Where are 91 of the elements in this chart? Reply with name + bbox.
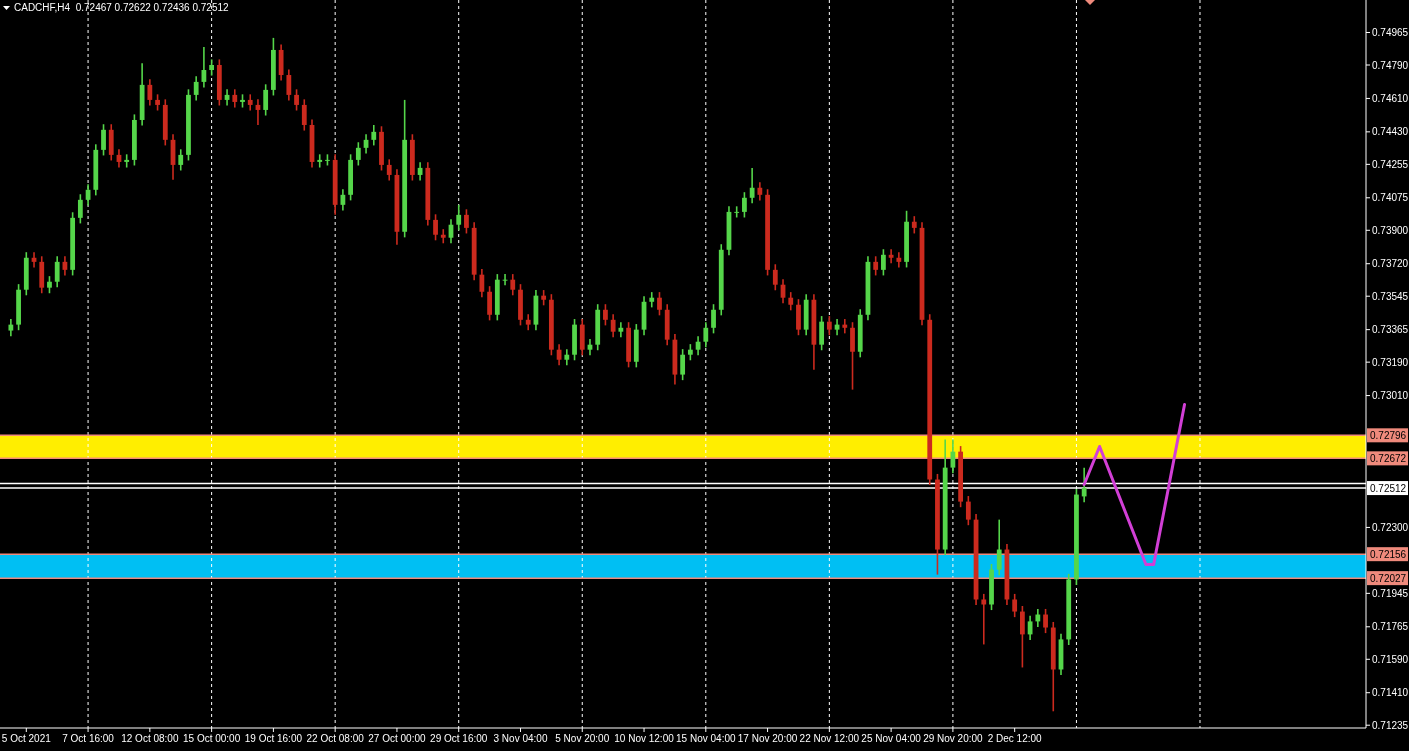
y-tick-label: 0.72300 (1372, 521, 1409, 533)
candlestick (826, 315, 832, 337)
candlestick (294, 88, 299, 112)
candlestick (456, 204, 462, 232)
y-tick-label: 0.71945 (1372, 587, 1409, 599)
x-tick-label: 27 Oct 00:00 (368, 733, 427, 744)
candlestick (77, 193, 83, 225)
candlestick (263, 83, 269, 117)
candlestick (873, 255, 879, 277)
candlestick (703, 321, 709, 349)
candlestick (711, 303, 716, 335)
y-tick-label: 0.74075 (1372, 192, 1409, 204)
candlestick (618, 321, 624, 339)
candlestick (680, 348, 686, 381)
y-tick-label: 0.73900 (1372, 224, 1409, 236)
candlestick (981, 593, 987, 646)
candlestick (610, 313, 616, 339)
candlestick (1027, 615, 1033, 641)
candlestick (1035, 608, 1041, 628)
chart-title: CADCHF,H4 0.72467 0.72622 0.72436 0.72512 (14, 2, 230, 13)
y-tick-label: 0.74255 (1372, 158, 1409, 170)
x-tick-label: 3 Nov 04:00 (493, 733, 548, 744)
candlestick (1020, 605, 1025, 669)
candlestick (232, 88, 238, 109)
candlestick (788, 291, 794, 312)
y-tick-label: 0.74790 (1372, 59, 1409, 71)
x-tick-label: 5 Nov 20:00 (555, 733, 610, 744)
y-tick-label: 0.73545 (1372, 290, 1409, 302)
y-tick-label: 0.74610 (1372, 92, 1409, 104)
candlestick (749, 167, 755, 205)
candlestick (657, 291, 662, 317)
x-tick-label: 29 Nov 20:00 (923, 733, 984, 744)
x-tick-label: 5 Oct 2021 (1, 733, 52, 744)
y-tick-label: 0.73720 (1372, 258, 1409, 270)
candlestick (147, 78, 153, 107)
candlestick (603, 303, 608, 327)
candlestick (888, 248, 894, 265)
candlestick (371, 124, 377, 147)
x-tick-label: 22 Nov 12:00 (799, 733, 860, 744)
line-series (1082, 402, 1187, 567)
candlestick (355, 141, 361, 167)
candlestick (1081, 466, 1087, 503)
candlestick (1043, 608, 1048, 634)
candlestick (178, 148, 184, 172)
candlestick (286, 68, 292, 102)
candlestick (881, 248, 886, 277)
candlestick (649, 291, 655, 309)
x-tick-label: 17 Nov 20:00 (737, 733, 798, 744)
candlestick (996, 518, 1002, 576)
y-tick-label: 0.73010 (1372, 390, 1409, 402)
candlestick (965, 495, 971, 526)
candlestick (487, 285, 492, 322)
candlestick (386, 158, 392, 182)
candlestick (479, 268, 485, 299)
candlestick (742, 191, 747, 219)
x-tick-label: 2 Dec 12:00 (987, 733, 1043, 744)
x-tick-label: 19 Oct 16:00 (244, 733, 303, 744)
x-tick-label: 15 Oct 00:00 (182, 733, 241, 744)
candlestick (1012, 593, 1018, 618)
candlestick (510, 273, 516, 297)
y-tick-label: 0.73365 (1372, 324, 1409, 336)
x-tick-label: 15 Nov 04:00 (676, 733, 736, 744)
candlestick (464, 208, 469, 235)
candlestick (772, 263, 778, 292)
y-tick-label: 0.71590 (1372, 653, 1409, 665)
candlestick (850, 321, 855, 391)
x-tick-label: 7 Oct 16:00 (62, 733, 115, 744)
candlestick (301, 98, 307, 132)
y-tick-label: 0.74430 (1372, 126, 1409, 138)
y-tick-label: 0.73190 (1372, 356, 1409, 368)
x-tick-label: 12 Oct 08:00 (121, 733, 179, 744)
candlestick (54, 255, 60, 289)
candlestick (433, 213, 438, 242)
candlestick (340, 188, 346, 212)
candlestick (440, 228, 446, 245)
y-tick-label: 0.71410 (1372, 687, 1409, 699)
y-tick-label: 0.74965 (1372, 27, 1409, 38)
candlestick (317, 153, 323, 169)
candlestick (819, 315, 825, 352)
y-tick-label: 0.71235 (1372, 719, 1409, 731)
y-tick-label: 0.71765 (1372, 621, 1409, 633)
x-tick-label: 29 Oct 16:00 (430, 733, 488, 744)
candlestick (101, 123, 106, 157)
candlestick (757, 181, 763, 202)
candlestick (247, 93, 253, 112)
candlestick (842, 318, 848, 335)
candlestick (896, 251, 902, 269)
x-tick-label: 10 Nov 12:00 (614, 733, 675, 744)
candlestick (193, 75, 199, 102)
x-tick-label: 25 Nov 04:00 (861, 733, 922, 744)
x-tick-label: 22 Oct 08:00 (306, 733, 365, 744)
